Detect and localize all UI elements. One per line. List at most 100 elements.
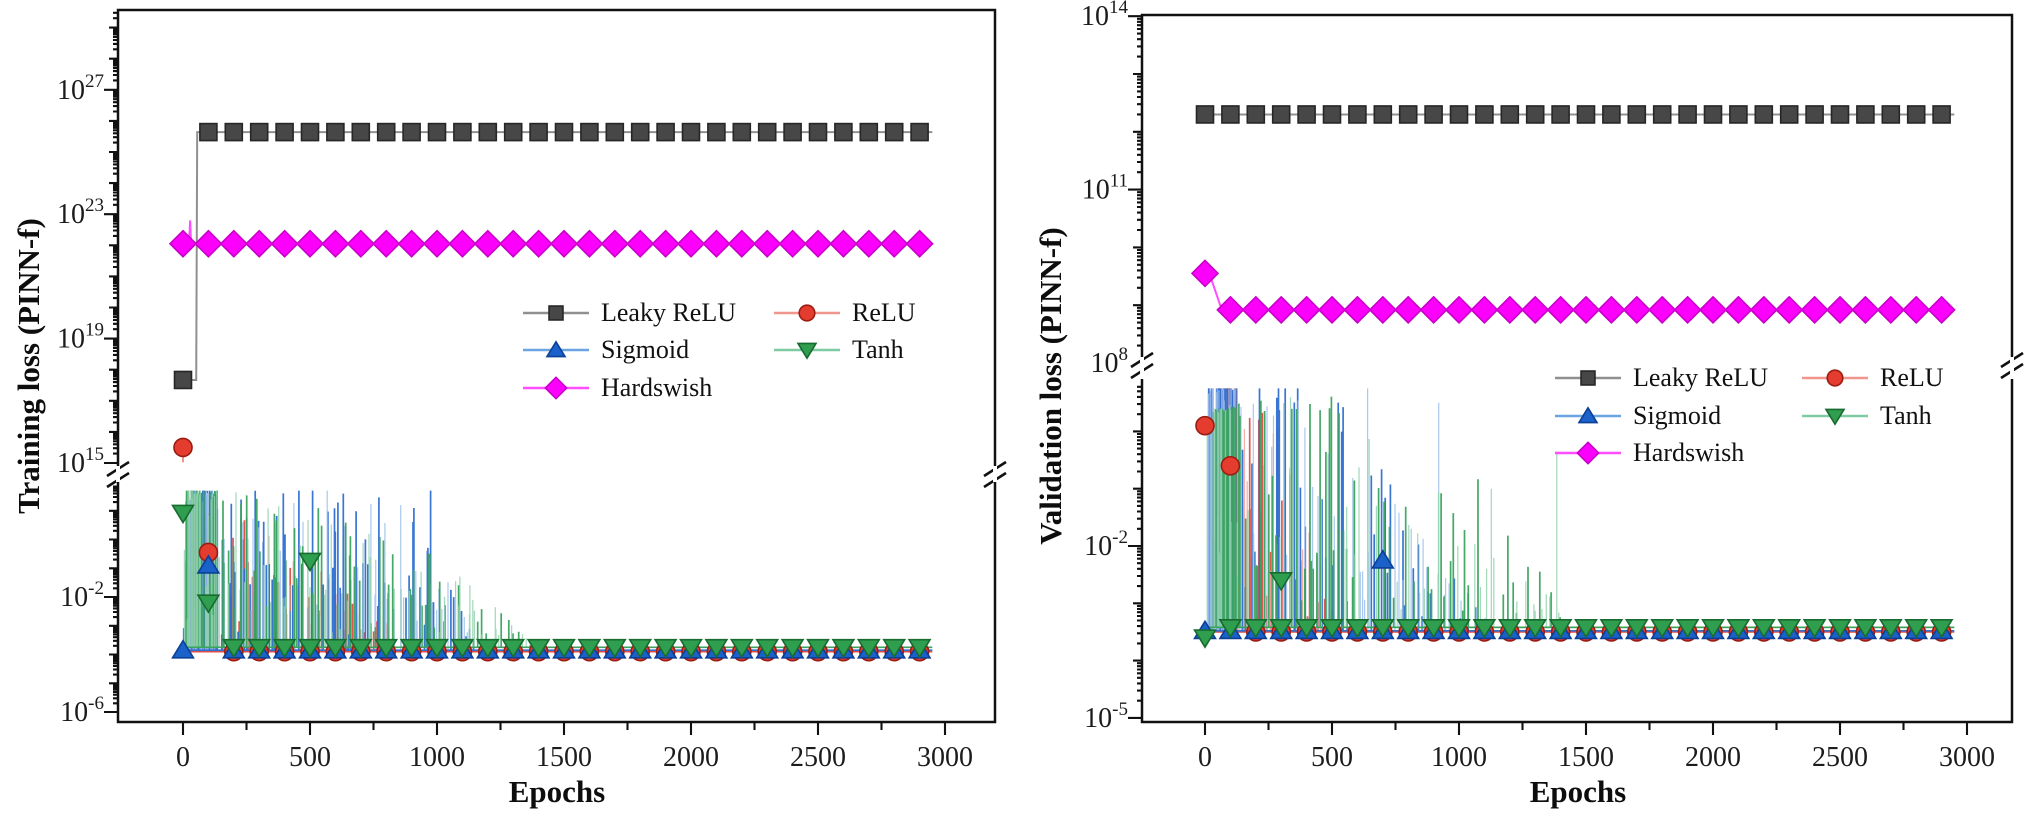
marker-tanh xyxy=(907,638,932,659)
marker-hardswish xyxy=(1571,295,1601,324)
marker-tanh xyxy=(1243,618,1268,639)
marker-hardswish xyxy=(346,229,375,258)
marker-hardswish xyxy=(422,229,452,258)
marker-relu xyxy=(1195,415,1215,436)
legend-label: Tanh xyxy=(852,335,904,364)
marker-hardswish xyxy=(1267,295,1296,324)
marker-leaky-relu xyxy=(1246,105,1266,124)
marker-leaky-relu xyxy=(656,122,675,142)
marker-leaky-relu xyxy=(1297,105,1316,124)
marker-tanh xyxy=(1294,618,1319,639)
y-tick-label: 1015 xyxy=(57,444,104,479)
x-tick-label: 0 xyxy=(176,742,190,773)
marker-tanh xyxy=(1421,618,1446,639)
marker-tanh xyxy=(348,638,373,659)
marker-sigmoid xyxy=(1370,549,1395,569)
marker-hardswish xyxy=(1648,295,1677,324)
legend-label: Sigmoid xyxy=(601,335,690,364)
marker-hardswish xyxy=(397,229,426,258)
x-tick-label: 2500 xyxy=(1812,742,1868,773)
marker-tanh xyxy=(577,638,602,659)
marker-tanh xyxy=(679,638,703,659)
y-tick-label: 1027 xyxy=(57,71,104,106)
marker-tanh xyxy=(552,638,576,659)
marker-hardswish xyxy=(448,229,477,258)
marker-tanh xyxy=(882,638,907,659)
marker-tanh xyxy=(1828,618,1852,639)
marker-tanh xyxy=(1548,618,1573,639)
marker-leaky-relu xyxy=(554,122,574,142)
marker-tanh xyxy=(1853,618,1878,639)
legend-marker-glyph xyxy=(545,340,567,358)
marker-leaky-relu xyxy=(1449,105,1469,124)
y-tick-label: 10-2 xyxy=(60,578,104,613)
x-axis-title-validation: Epochs xyxy=(1529,774,1627,809)
x-tick-label: 1500 xyxy=(536,742,592,773)
marker-tanh xyxy=(1320,618,1344,639)
legend-item-tanh: Tanh xyxy=(1800,400,1932,432)
marker-leaky-relu xyxy=(173,370,193,390)
legend-marker-triangle-down-icon xyxy=(1802,408,1868,426)
marker-hardswish xyxy=(1368,295,1397,324)
legend-label: Hardswish xyxy=(1633,438,1745,467)
training-loss-chart: 1027 1023 1019 1015 10-2 10-6 0 500 1000 1500 2000… xyxy=(57,8,1007,773)
marker-tanh xyxy=(526,638,551,659)
x-tick-label: 1000 xyxy=(409,742,465,773)
marker-tanh xyxy=(755,638,780,659)
marker-hardswish xyxy=(1876,295,1905,324)
marker-hardswish xyxy=(1800,295,1829,324)
marker-hardswish xyxy=(245,229,274,258)
legend-marker-glyph xyxy=(798,304,816,322)
marker-sigmoid xyxy=(171,639,195,659)
marker-hardswish xyxy=(473,229,502,258)
legend-item-sigmoid: Sigmoid xyxy=(1553,400,1721,432)
marker-leaky-relu xyxy=(427,122,447,142)
marker-tanh xyxy=(171,504,195,525)
marker-tanh xyxy=(1523,618,1548,639)
x-axis-title-training: Epochs xyxy=(508,774,606,809)
y-tick-label: 1011 xyxy=(1082,171,1128,206)
legend-label: Tanh xyxy=(1880,401,1932,430)
marker-leaky-relu xyxy=(707,122,726,142)
marker-tanh xyxy=(1396,618,1421,639)
marker-hardswish xyxy=(194,229,223,258)
marker-leaky-relu xyxy=(1551,105,1570,124)
legend-label: Leaky ReLU xyxy=(1633,363,1769,392)
legend-marker-glyph xyxy=(1824,408,1846,426)
marker-hardswish xyxy=(549,229,579,258)
validation-loss-chart: 1014 1011 108 10-2 10-5 0 500 1000 1500 2000 2500 3… xyxy=(1081,0,2024,773)
marker-tanh xyxy=(475,638,500,659)
marker-tanh xyxy=(1701,618,1725,639)
marker-relu xyxy=(173,437,193,458)
marker-leaky-relu xyxy=(478,122,498,142)
marker-hardswish xyxy=(1444,295,1474,324)
axis-ticks xyxy=(104,11,947,735)
marker-leaky-relu xyxy=(1373,105,1393,124)
legend-marker-glyph xyxy=(548,305,564,321)
marker-tanh xyxy=(1726,618,1751,639)
marker-tanh xyxy=(729,638,754,659)
marker-tanh xyxy=(831,638,856,659)
x-tick-label: 1000 xyxy=(1431,742,1487,773)
legend-marker-glyph xyxy=(1576,441,1600,465)
marker-hardswish xyxy=(1724,295,1753,324)
marker-tanh xyxy=(196,594,221,614)
legend-item-tanh: Tanh xyxy=(772,334,904,366)
marker-hardswish xyxy=(1190,259,1220,288)
marker-leaky-relu xyxy=(326,122,345,142)
marker-hardswish xyxy=(727,229,756,258)
marker-tanh xyxy=(247,638,272,659)
legend-label: ReLU xyxy=(1880,363,1944,392)
marker-leaky-relu xyxy=(834,122,853,142)
marker-leaky-relu xyxy=(1906,105,1926,124)
marker-hardswish xyxy=(1902,295,1931,324)
marker-tanh xyxy=(1193,629,1217,649)
marker-tanh xyxy=(806,638,830,659)
marker-leaky-relu xyxy=(249,122,269,142)
marker-hardswish xyxy=(1495,295,1524,324)
marker-hardswish xyxy=(499,229,528,258)
axis-break-gap xyxy=(116,466,120,482)
legend-marker-circle-icon xyxy=(774,304,840,322)
legend-item-sigmoid: Sigmoid xyxy=(521,334,689,366)
y-axis-title-validation: Validation loss (PINN-f) xyxy=(1033,227,1068,545)
